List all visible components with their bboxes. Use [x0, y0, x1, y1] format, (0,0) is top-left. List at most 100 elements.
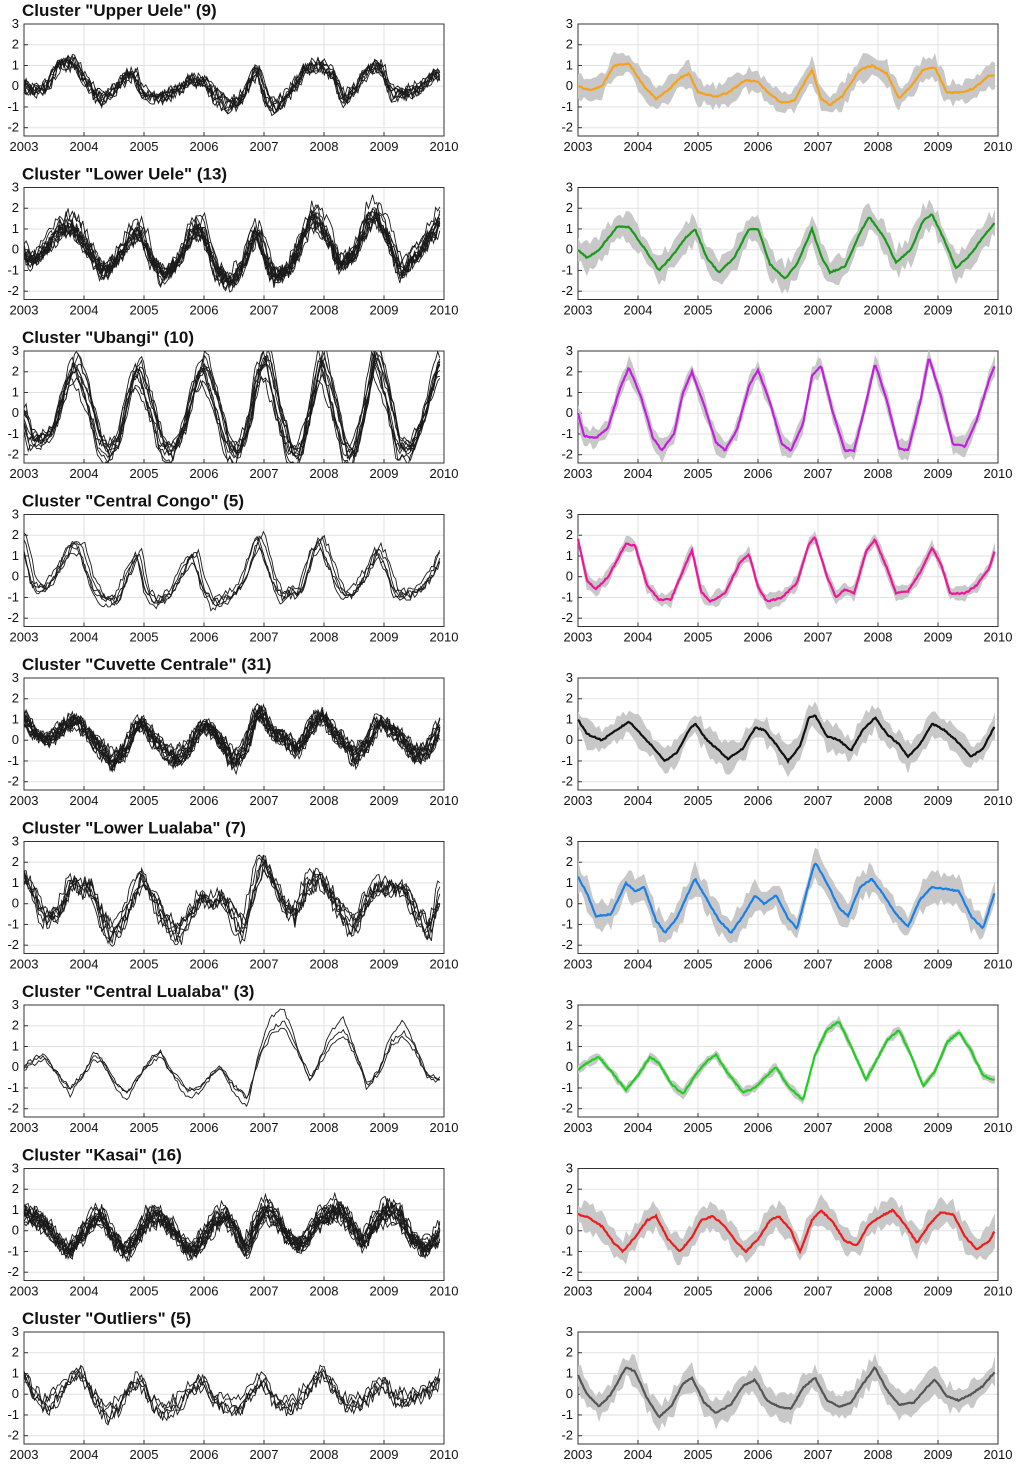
y-tick-label: 2: [566, 1018, 573, 1033]
y-tick-label: 3: [566, 180, 573, 195]
x-tick-label: 2006: [744, 466, 773, 481]
station-series-line: [24, 351, 440, 463]
y-tick-label: 0: [566, 1223, 573, 1238]
x-tick-label: 2006: [190, 466, 219, 481]
y-tick-label: -1: [561, 589, 573, 604]
plot-frame: [23, 1168, 445, 1281]
x-tick-label: 2010: [984, 957, 1013, 972]
x-tick-label: 2010: [430, 1447, 459, 1462]
y-tick-label: -2: [7, 937, 19, 952]
plot-frame: [577, 1168, 999, 1281]
x-tick-label: 2009: [924, 793, 953, 808]
y-tick-label: 0: [12, 732, 19, 747]
plot-frame: [23, 1331, 445, 1445]
x-tick-label: 2007: [804, 466, 833, 481]
y-tick-label: 2: [566, 691, 573, 706]
y-tick-label: 2: [12, 364, 19, 379]
spread-band: [578, 701, 995, 778]
individual-series-panel: 2003 2004 2005 2006 2007 2008 2009 2010 -2 -1 0 1 2 3: [7, 997, 458, 1135]
station-series-line: [24, 856, 441, 946]
x-tick-label: 2007: [250, 466, 279, 481]
y-tick-label: 1: [566, 1038, 573, 1053]
y-tick-label: 0: [12, 405, 19, 420]
y-tick-label: -2: [561, 937, 573, 952]
x-tick-label: 2004: [624, 139, 653, 154]
y-tick-label: 3: [566, 834, 573, 849]
x-tick-label: 2004: [624, 630, 653, 645]
x-tick-label: 2010: [430, 630, 459, 645]
station-series-line: [24, 535, 441, 606]
x-tick-label: 2003: [10, 1284, 39, 1299]
x-tick-label: 2009: [924, 1120, 953, 1135]
x-tick-label: 2004: [70, 1447, 99, 1462]
x-tick-label: 2004: [70, 957, 99, 972]
cluster-mean-line: [577, 62, 995, 107]
cluster-panel-6: Cluster "Central Lualaba" (3)2003 2004 200…: [7, 982, 1012, 1135]
plot-frame: [23, 1004, 445, 1118]
y-tick-label: 2: [12, 691, 19, 706]
mean-series-panel: 2003 2004 2005 2006 2007 2008 2009 2010 -2 -1 0 1 2 3: [561, 180, 1012, 318]
y-tick-label: 1: [12, 57, 19, 72]
station-series-line: [24, 210, 441, 284]
x-tick-label: 2003: [564, 793, 593, 808]
y-tick-label: 0: [12, 78, 19, 93]
x-tick-label: 2008: [864, 1447, 893, 1462]
y-tick-label: -1: [561, 1080, 573, 1095]
x-tick-label: 2010: [430, 303, 459, 318]
x-tick-label: 2008: [310, 957, 339, 972]
plot-frame: [577, 1331, 999, 1445]
x-tick-label: 2009: [924, 303, 953, 318]
y-tick-label: -1: [7, 1080, 19, 1095]
x-tick-label: 2009: [370, 957, 399, 972]
cluster-panel-3: Cluster "Central Congo" (5)2003 2004 2005 2…: [7, 492, 1012, 645]
x-tick-label: 2007: [250, 1120, 279, 1135]
y-tick-label: 1: [566, 548, 573, 563]
x-tick-label: 2005: [130, 1284, 159, 1299]
y-tick-label: 1: [566, 711, 573, 726]
x-tick-label: 2004: [70, 139, 99, 154]
station-series-line: [24, 354, 441, 453]
y-tick-label: 3: [566, 997, 573, 1012]
x-tick-label: 2003: [564, 630, 593, 645]
individual-series-panel: 2003 2004 2005 2006 2007 2008 2009 2010 -2 -1 0 1 2 3: [7, 834, 458, 972]
mean-series-panel: 2003 2004 2005 2006 2007 2008 2009 2010 -2 -1 0 1 2 3: [561, 670, 1012, 808]
y-tick-label: 2: [566, 364, 573, 379]
x-tick-label: 2006: [744, 1120, 773, 1135]
y-tick-label: -2: [7, 120, 19, 135]
x-tick-label: 2010: [430, 466, 459, 481]
x-tick-label: 2005: [684, 630, 713, 645]
x-tick-label: 2005: [130, 466, 159, 481]
x-tick-label: 2010: [984, 139, 1013, 154]
x-tick-label: 2003: [10, 466, 39, 481]
plot-frame: [577, 1004, 999, 1118]
cluster-panel-4: Cluster "Cuvette Centrale" (31)2003 2004 2…: [7, 655, 1012, 808]
x-tick-label: 2005: [130, 303, 159, 318]
cluster-title: Cluster "Lower Uele" (13): [22, 165, 227, 184]
y-tick-label: -1: [7, 753, 19, 768]
plot-frame: [23, 677, 445, 791]
x-tick-label: 2008: [310, 630, 339, 645]
y-tick-label: 1: [12, 1365, 19, 1380]
x-tick-label: 2005: [130, 630, 159, 645]
y-tick-label: 2: [12, 1018, 19, 1033]
cluster-panel-0: Cluster "Upper Uele" (9)2003 2004 2005 2006…: [7, 1, 1012, 154]
cluster-title: Cluster "Lower Lualaba" (7): [22, 819, 246, 838]
cluster-panel-7: Cluster "Kasai" (16)2003 2004 2005 2006 2007…: [7, 1146, 1012, 1299]
y-tick-label: -1: [561, 916, 573, 931]
spread-band: [578, 51, 995, 114]
y-tick-label: 3: [12, 180, 19, 195]
x-tick-label: 2005: [130, 1120, 159, 1135]
x-tick-label: 2010: [430, 1284, 459, 1299]
x-tick-label: 2004: [70, 303, 99, 318]
cluster-title: Cluster "Cuvette Centrale" (31): [22, 655, 271, 674]
x-tick-label: 2003: [564, 303, 593, 318]
y-tick-label: 0: [12, 1386, 19, 1401]
y-tick-label: -1: [7, 916, 19, 931]
y-tick-label: -2: [7, 610, 19, 625]
x-tick-label: 2003: [564, 957, 593, 972]
x-tick-label: 2003: [10, 793, 39, 808]
x-tick-label: 2005: [684, 1447, 713, 1462]
y-tick-label: -2: [7, 283, 19, 298]
x-tick-label: 2005: [684, 1120, 713, 1135]
x-tick-label: 2010: [430, 957, 459, 972]
